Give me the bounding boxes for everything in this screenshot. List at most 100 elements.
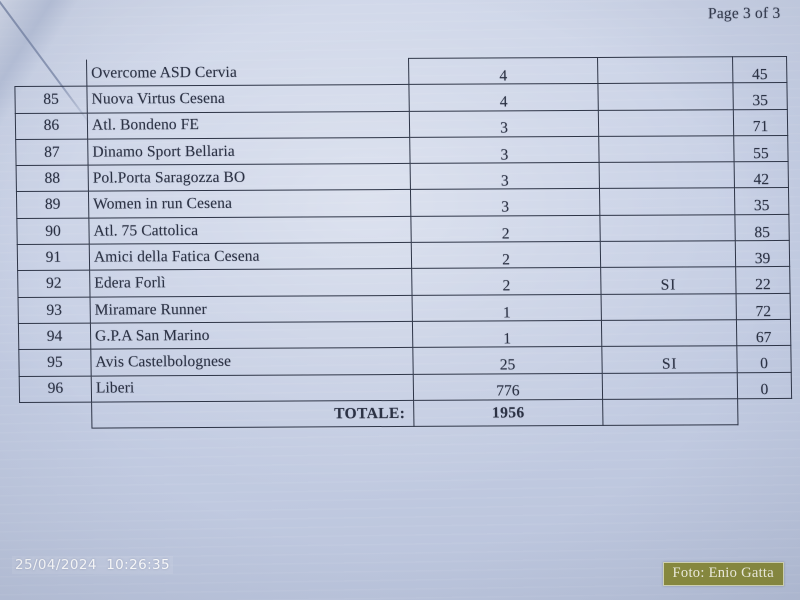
results-table-body: Overcome ASD Cervia 4 45 85 Nuova Virtus Ces… xyxy=(14,56,792,429)
row-count-cell-text: 1 xyxy=(502,303,511,321)
results-table: Overcome ASD Cervia 4 45 85 Nuova Virtus Ces… xyxy=(14,56,793,429)
row-index-cell: 91 xyxy=(17,244,90,271)
row-index-cell-text: 91 xyxy=(45,248,62,266)
row-last-cell-text: 67 xyxy=(755,328,772,346)
row-flag-cell-text: SI xyxy=(661,355,678,373)
table-row: 86 Atl. Bondeno FE 3 71 xyxy=(15,109,788,140)
totals-spacer-cell xyxy=(19,401,92,429)
row-count-cell: 2 xyxy=(411,267,602,296)
row-last-cell-text: 71 xyxy=(752,118,769,136)
row-club-name-cell-text: Dinamo Sport Bellaria xyxy=(92,142,235,161)
row-club-name-cell: Overcome ASD Cervia xyxy=(86,58,409,87)
row-club-name-cell-text: Edera Forlì xyxy=(94,274,166,292)
row-last-cell-text: 35 xyxy=(753,197,770,215)
row-last-cell-text: 85 xyxy=(754,223,771,241)
row-club-name-cell: Dinamo Sport Bellaria xyxy=(87,137,411,166)
row-index-cell: 92 xyxy=(17,270,91,298)
row-last-cell: 42 xyxy=(734,161,789,189)
row-count-cell: 776 xyxy=(413,372,603,401)
totals-row: TOTALE: 1956 xyxy=(19,398,792,429)
row-index-cell: 96 xyxy=(19,375,92,403)
row-last-cell-text: 45 xyxy=(751,65,768,84)
table-row: 95 Avis Castelbolognese 25 SI 0 xyxy=(18,345,792,377)
row-club-name-cell: Atl. Bondeno FE xyxy=(87,111,410,140)
table-row: 92 Edera Forlì 2 SI 22 xyxy=(17,266,791,298)
row-count-cell: 1 xyxy=(412,320,602,348)
row-count-cell: 1 xyxy=(412,294,602,322)
table-row: 94 G.P.A San Marino 1 67 xyxy=(18,319,791,350)
row-club-name-cell: Edera Forlì xyxy=(89,268,413,297)
row-count-cell-text: 2 xyxy=(502,277,511,295)
totals-flag-cell xyxy=(602,398,738,426)
row-last-cell: 0 xyxy=(736,345,792,373)
row-flag-cell xyxy=(601,319,737,347)
row-flag-cell-text: SI xyxy=(660,276,677,294)
table-row: 90 Atl. 75 Cattolica 2 85 xyxy=(16,214,790,245)
row-count-cell: 3 xyxy=(410,188,600,217)
results-table-container: Overcome ASD Cervia 4 45 85 Nuova Virtus Ces… xyxy=(14,56,792,438)
row-index-cell-text: 85 xyxy=(43,90,59,109)
row-flag-cell xyxy=(597,83,734,111)
row-club-name-cell-text: Atl. 75 Cattolica xyxy=(93,221,199,240)
row-last-cell-text: 39 xyxy=(754,250,771,268)
row-index-cell: 86 xyxy=(15,112,88,140)
row-club-name-cell: Liberi xyxy=(91,373,414,402)
row-index-cell: 95 xyxy=(18,349,92,377)
row-count-cell-text: 1 xyxy=(503,330,512,348)
totals-label-cell: TOTALE: xyxy=(91,400,414,429)
row-count-cell: 2 xyxy=(411,241,601,269)
table-row: 96 Liberi 776 0 xyxy=(19,371,792,403)
row-club-name-cell-text: G.P.A San Marino xyxy=(94,326,210,345)
row-index-cell-text: 96 xyxy=(47,380,64,398)
row-last-cell-text: 22 xyxy=(755,276,771,294)
row-club-name-cell: Amici della Fatica Cesena xyxy=(89,242,412,271)
row-flag-cell: SI xyxy=(600,267,737,295)
totals-value-text: 1956 xyxy=(491,404,525,422)
row-index-cell-text: 89 xyxy=(44,196,61,214)
row-index-cell-text: 93 xyxy=(46,301,63,319)
row-flag-cell xyxy=(599,188,735,216)
row-index-cell: 87 xyxy=(15,139,89,166)
row-club-name-cell-text: Amici della Fatica Cesena xyxy=(93,247,260,266)
row-count-cell-text: 776 xyxy=(496,382,520,400)
table-row: 88 Pol.Porta Saragozza BO 3 42 xyxy=(16,161,789,192)
row-club-name-cell: Women in run Cesena xyxy=(88,189,411,218)
row-flag-cell xyxy=(598,135,735,163)
row-index-cell-text: 90 xyxy=(45,222,61,240)
row-flag-cell xyxy=(600,240,736,268)
table-row: Overcome ASD Cervia 4 45 xyxy=(14,56,787,87)
totals-label-text: TOTALE: xyxy=(334,404,406,423)
row-club-name-cell: Pol.Porta Saragozza BO xyxy=(88,163,411,192)
row-last-cell: 0 xyxy=(737,371,792,399)
row-last-cell-text: 42 xyxy=(753,171,770,189)
row-flag-cell xyxy=(602,372,738,400)
row-club-name-cell: Atl. 75 Cattolica xyxy=(88,216,412,245)
row-club-name-cell: G.P.A San Marino xyxy=(90,321,413,350)
row-last-cell: 67 xyxy=(736,319,791,346)
totals-trailing-cell xyxy=(738,398,792,425)
table-row: 85 Nuova Virtus Cesena 4 35 xyxy=(14,82,788,114)
row-index-cell-text: 92 xyxy=(45,275,62,293)
row-club-name-cell-text: Overcome ASD Cervia xyxy=(91,63,238,82)
row-club-name-cell: Miramare Runner xyxy=(90,295,413,324)
row-count-cell-text: 2 xyxy=(502,251,511,269)
row-club-name-cell-text: Pol.Porta Saragozza BO xyxy=(92,168,246,187)
table-row: 89 Women in run Cesena 3 35 xyxy=(16,187,789,219)
row-last-cell: 22 xyxy=(735,266,791,294)
row-count-cell-text: 3 xyxy=(500,119,509,137)
row-flag-cell xyxy=(597,56,733,84)
row-club-name-cell-text: Atl. Bondeno FE xyxy=(91,116,200,135)
row-index-cell: 88 xyxy=(16,165,89,192)
photo-credit-badge: Foto: Enio Gatta xyxy=(662,562,784,586)
row-last-cell: 55 xyxy=(733,135,789,162)
row-index-cell-text: 86 xyxy=(43,117,60,135)
row-flag-cell xyxy=(599,214,736,242)
row-count-cell-text: 4 xyxy=(499,93,508,111)
row-last-cell: 45 xyxy=(732,56,787,84)
row-last-cell-text: 35 xyxy=(752,92,769,110)
row-index-cell: 89 xyxy=(16,191,89,219)
row-flag-cell xyxy=(599,161,735,189)
row-count-cell: 25 xyxy=(412,346,603,374)
row-count-cell-text: 3 xyxy=(501,198,510,216)
row-count-cell-text: 2 xyxy=(501,225,510,243)
